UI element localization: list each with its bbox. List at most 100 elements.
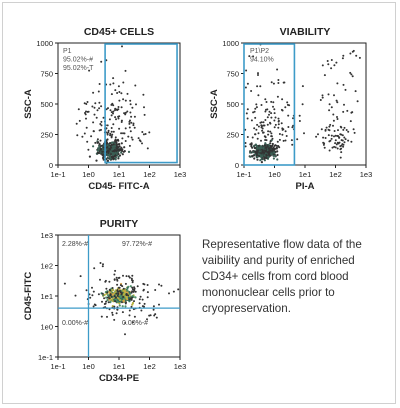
scatter-dot: [93, 113, 96, 116]
scatter-dot: [125, 293, 128, 296]
scatter-dot: [260, 104, 263, 106]
population-dot: [126, 286, 129, 289]
scatter-dot: [92, 91, 95, 94]
scatter-dot: [105, 300, 108, 303]
scatter-dot: [110, 130, 113, 133]
secondary-dot: [333, 145, 336, 148]
scatter-dot: [341, 57, 344, 60]
secondary-dot: [344, 138, 347, 141]
scatter-dot: [143, 113, 146, 116]
cd45-gate-annotation: 95.02%-T: [63, 65, 94, 72]
scatter-dot: [262, 131, 264, 134]
scatter-dot: [292, 117, 294, 120]
scatter-dot: [109, 289, 112, 292]
scatter-dot: [319, 99, 322, 101]
scatter-dot: [125, 275, 128, 278]
scatter-dot: [85, 126, 88, 129]
secondary-dot: [353, 131, 356, 134]
scatter-dot: [272, 101, 275, 104]
population-dot: [266, 151, 269, 154]
scatter-dot: [113, 278, 116, 281]
scatter-dot: [105, 127, 108, 130]
scatter-dot: [114, 107, 117, 110]
purity-y-tick-label: 1e2: [40, 262, 53, 271]
population-dot: [114, 158, 117, 161]
scatter-dot: [110, 136, 113, 139]
cd45-gate: [104, 43, 178, 164]
scatter-dot: [107, 129, 110, 132]
secondary-dot: [336, 147, 339, 150]
scatter-dot: [271, 137, 274, 140]
scatter-dot: [284, 106, 287, 109]
cd45-x-tick-label: 1e1: [113, 170, 126, 179]
scatter-dot: [139, 295, 142, 298]
scatter-dot: [112, 130, 115, 133]
scatter-dot: [131, 288, 134, 291]
scatter-dot: [128, 120, 131, 123]
scatter-dot: [115, 292, 118, 295]
scatter-dot: [106, 315, 108, 318]
scatter-dot: [111, 133, 114, 136]
scatter-dot: [79, 275, 82, 278]
scatter-dot: [83, 102, 86, 105]
scatter-dot: [333, 94, 335, 97]
scatter-dot: [268, 110, 271, 113]
scatter-dot: [120, 132, 123, 135]
scatter-dot: [114, 116, 117, 119]
secondary-dot: [343, 136, 346, 139]
scatter-dot: [110, 127, 113, 129]
scatter-dot: [129, 103, 132, 106]
scatter-dot: [287, 114, 290, 117]
scatter-dot: [146, 291, 149, 294]
viability-x-tick-label: 1e3: [360, 170, 373, 179]
scatter-dot: [130, 305, 133, 308]
scatter-dot: [273, 119, 276, 122]
scatter-dot: [273, 112, 276, 115]
scatter-dot: [291, 143, 294, 146]
scatter-dot: [138, 302, 141, 305]
scatter-dot: [246, 82, 249, 85]
scatter-dot: [254, 133, 257, 136]
scatter-dot: [129, 99, 132, 102]
scatter-dot: [116, 289, 119, 292]
scatter-dot: [356, 100, 359, 103]
population-dot: [107, 151, 110, 154]
scatter-dot: [133, 115, 136, 118]
population-dot: [272, 157, 275, 160]
scatter-dot: [274, 116, 277, 119]
scatter-dot: [264, 98, 267, 101]
scatter-dot: [117, 117, 120, 120]
population-dot: [96, 141, 99, 144]
scatter-dot: [92, 305, 95, 308]
scatter-dot: [128, 126, 131, 129]
population-dot: [255, 150, 259, 153]
scatter-dot: [303, 132, 305, 135]
scatter-dot: [344, 88, 347, 91]
population-dot: [117, 297, 120, 300]
scatter-dot: [126, 92, 129, 95]
viability-y-axis-label: SSC-A: [209, 89, 220, 119]
population-dot: [114, 289, 117, 292]
scatter-dot: [270, 135, 273, 138]
viability-y-tick-label: 500: [226, 100, 239, 109]
secondary-dot: [342, 143, 345, 146]
scatter-dot: [129, 111, 132, 114]
scatter-dot: [136, 285, 139, 288]
secondary-dot: [330, 137, 333, 140]
viability-x-tick-label: 1e0: [268, 170, 281, 179]
scatter-dot: [263, 124, 266, 127]
population-dot: [269, 146, 272, 149]
secondary-dot: [329, 123, 332, 126]
population-dot: [249, 155, 252, 158]
scatter-dot: [168, 292, 170, 295]
purity-x-tick-label: 1e3: [174, 362, 187, 371]
population-dot: [121, 305, 124, 308]
scatter-dot: [112, 123, 115, 126]
scatter-dot: [273, 126, 276, 129]
population-dot: [108, 154, 111, 157]
population-dot: [260, 161, 263, 164]
secondary-dot: [335, 143, 338, 146]
viability-title: VIABILITY: [280, 26, 331, 38]
purity-y-tick-label: 1e0: [40, 323, 53, 332]
scatter-dot: [260, 126, 263, 129]
